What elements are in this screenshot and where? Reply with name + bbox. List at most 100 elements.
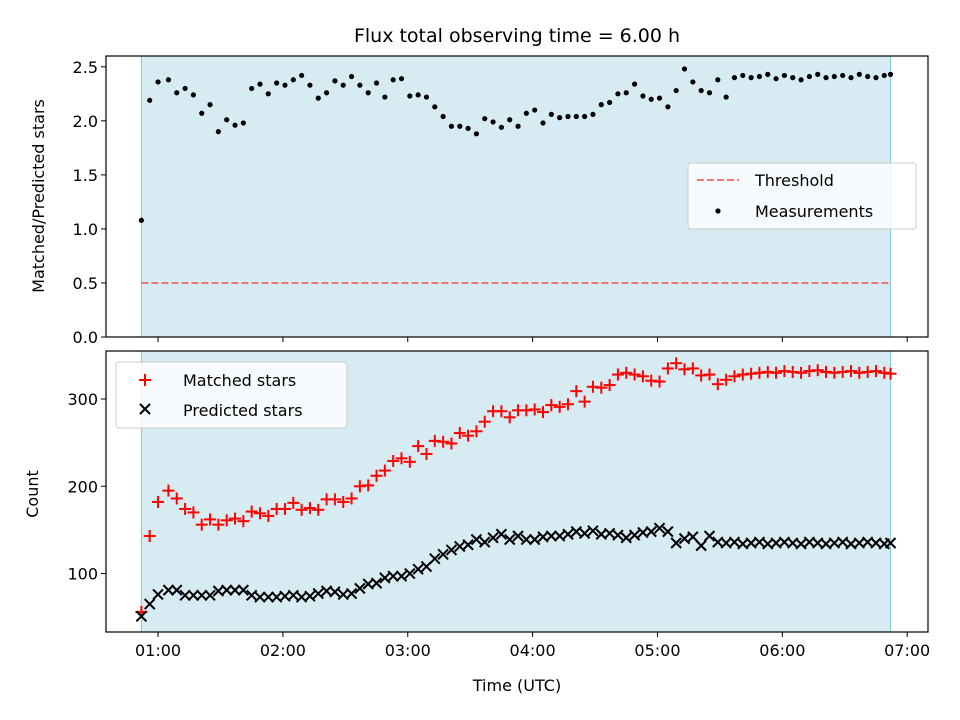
matched-star-point bbox=[869, 365, 882, 378]
predicted-star-point bbox=[187, 589, 200, 602]
measurement-point bbox=[515, 123, 521, 129]
measurement-point bbox=[640, 93, 646, 99]
y-tick-label: 1.0 bbox=[73, 220, 98, 239]
matched-star-point bbox=[503, 411, 516, 424]
y-tick-label: 1.5 bbox=[73, 166, 98, 185]
matched-star-point bbox=[611, 368, 624, 381]
matched-star-point bbox=[378, 464, 391, 477]
matched-star-point bbox=[495, 405, 508, 418]
legend-measurements-swatch bbox=[715, 208, 721, 214]
measurement-point bbox=[798, 77, 804, 83]
measurement-point bbox=[607, 99, 613, 106]
matched-star-point bbox=[636, 370, 649, 383]
measurement-point bbox=[423, 94, 430, 100]
measurement-point bbox=[307, 82, 313, 88]
measurement-point bbox=[490, 119, 496, 125]
predicted-star-point bbox=[204, 589, 216, 602]
measurement-point bbox=[690, 79, 696, 85]
matched-star-point bbox=[187, 506, 200, 519]
measurement-point bbox=[155, 79, 161, 85]
predicted-star-point bbox=[354, 582, 366, 595]
measurement-point bbox=[465, 125, 471, 132]
predicted-star-point bbox=[603, 527, 616, 540]
x-tick-label: 02:00 bbox=[260, 641, 306, 660]
matched-star-point bbox=[720, 373, 733, 386]
measurement-point bbox=[299, 72, 305, 79]
measurement-point bbox=[590, 111, 596, 117]
x-tick-label: 07:00 bbox=[884, 641, 930, 660]
predicted-star-point bbox=[504, 533, 516, 546]
measurement-point bbox=[215, 129, 221, 135]
top-legend: Threshold Measurements bbox=[687, 162, 917, 230]
measurement-point bbox=[323, 90, 330, 96]
matched-star-point bbox=[661, 362, 674, 375]
measurement-point bbox=[548, 111, 554, 117]
measurement-point bbox=[740, 72, 746, 79]
measurement-point bbox=[582, 113, 588, 120]
matched-star-point bbox=[229, 512, 242, 525]
predicted-star-point bbox=[695, 539, 707, 552]
x-axis-label: Time (UTC) bbox=[472, 676, 561, 695]
measurement-point bbox=[390, 77, 396, 83]
matched-star-point bbox=[195, 518, 208, 531]
predicted-star-point bbox=[254, 591, 266, 603]
measurement-point bbox=[715, 77, 721, 83]
matched-star-point bbox=[653, 375, 666, 388]
measurement-point bbox=[138, 217, 144, 223]
measurement-point bbox=[665, 104, 671, 110]
measurement-point bbox=[873, 75, 879, 81]
measurement-point bbox=[615, 91, 621, 97]
x-tick-label: 06:00 bbox=[759, 641, 805, 660]
predicted-star-point bbox=[404, 567, 416, 580]
top-y-axis-label: Matched/Predicted stars bbox=[29, 99, 48, 293]
measurement-point bbox=[887, 71, 894, 77]
matched-star-point bbox=[561, 398, 574, 411]
predicted-star-point bbox=[553, 530, 566, 542]
predicted-star-point bbox=[562, 528, 574, 540]
matched-star-point bbox=[795, 366, 808, 379]
predicted-star-point bbox=[479, 536, 491, 548]
measurement-point bbox=[765, 71, 771, 77]
chart-title: Flux total observing time = 6.00 h bbox=[354, 25, 680, 47]
matched-star-point bbox=[220, 514, 233, 527]
predicted-star-point bbox=[587, 525, 599, 537]
predicted-star-point bbox=[329, 586, 341, 598]
predicted-star-point bbox=[487, 532, 499, 544]
bottom-legend-box bbox=[115, 361, 348, 429]
matched-star-point bbox=[395, 452, 408, 465]
predicted-star-point bbox=[728, 536, 741, 548]
measurement-point bbox=[340, 82, 346, 88]
matched-star-point bbox=[437, 435, 450, 448]
measurement-point bbox=[656, 95, 663, 101]
predicted-star-point bbox=[753, 536, 766, 548]
measurement-point bbox=[415, 92, 421, 98]
predicted-star-point bbox=[152, 588, 164, 601]
bottom-y-axis-label: Count bbox=[23, 470, 42, 518]
measurement-point bbox=[815, 71, 821, 77]
predicted-star-point bbox=[512, 530, 524, 542]
matched-star-point bbox=[170, 492, 183, 505]
predicted-star-point bbox=[437, 548, 449, 561]
predicted-star-point bbox=[143, 598, 156, 610]
predicted-star-point bbox=[620, 532, 632, 544]
predicted-star-point bbox=[470, 533, 483, 546]
measurement-point bbox=[681, 66, 688, 72]
measurement-point bbox=[282, 82, 288, 88]
matched-star-point bbox=[303, 502, 316, 515]
legend-predicted-swatch bbox=[139, 403, 151, 415]
matched-star-point bbox=[670, 357, 683, 370]
legend-matched-label: Matched stars bbox=[183, 371, 296, 390]
matched-star-point bbox=[312, 503, 325, 516]
matched-star-point bbox=[537, 406, 550, 419]
y-tick-label: 2.5 bbox=[73, 58, 98, 77]
matched-star-point bbox=[345, 492, 358, 505]
matched-star-point bbox=[362, 479, 375, 492]
predicted-star-point bbox=[171, 584, 183, 596]
matched-star-point bbox=[328, 493, 341, 506]
matched-star-point bbox=[204, 513, 217, 526]
matched-star-point bbox=[237, 515, 250, 528]
measurement-point bbox=[165, 77, 172, 83]
measurement-point bbox=[773, 76, 779, 82]
matched-star-point bbox=[603, 379, 616, 392]
